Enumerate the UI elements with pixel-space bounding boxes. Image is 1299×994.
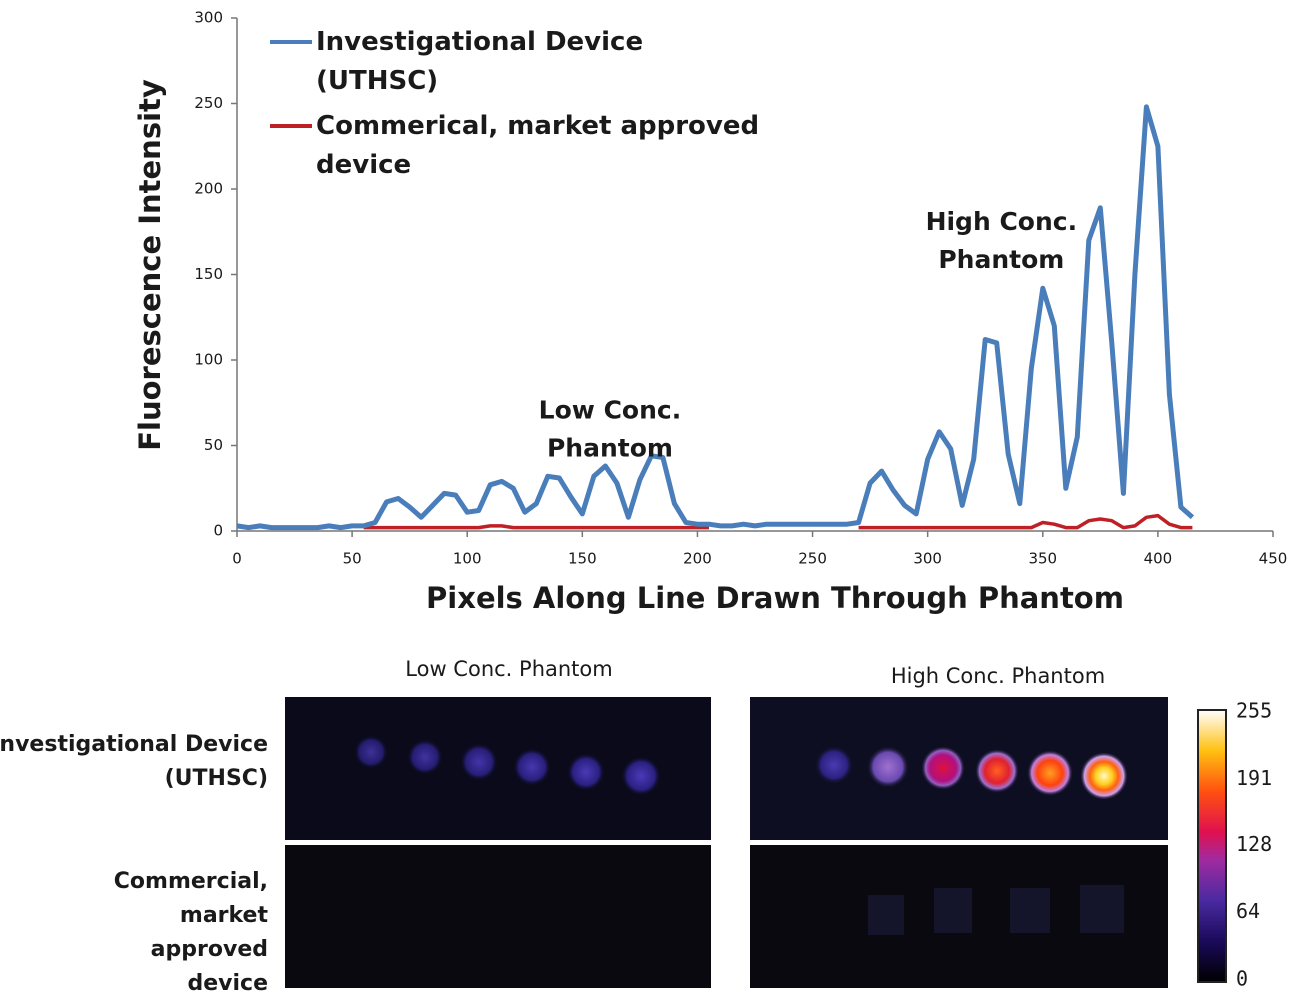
y-tick-label: 50 — [204, 436, 223, 454]
x-tick-label: 50 — [343, 550, 362, 568]
series-line — [236, 104, 1195, 531]
y-tick-label: 300 — [194, 9, 223, 27]
x-tick-label: 100 — [453, 550, 482, 568]
annotation: Low Conc. Phantom — [539, 395, 682, 462]
faint-spots — [868, 885, 1124, 935]
x-tick-label: 300 — [913, 550, 942, 568]
x-tick-label: 400 — [1144, 550, 1173, 568]
spots — [815, 746, 1128, 800]
colorbar — [1197, 709, 1227, 983]
spots — [354, 735, 661, 796]
x-tick-label: 350 — [1028, 550, 1057, 568]
legend-label: Investigational Device (UTHSC) — [316, 27, 643, 96]
chart: 0 50 100 150 200 250 300 0 50 100 150 200 250 300 350 4… — [133, 9, 1287, 616]
x-tick-label: 150 — [568, 550, 597, 568]
y-tick-label: 150 — [194, 265, 223, 283]
y-tick-label: 200 — [194, 180, 223, 198]
colorbar-label: 255 — [1236, 699, 1272, 723]
y-axis-title: Fluorescence Intensity — [133, 79, 167, 451]
colorbar-label: 191 — [1236, 766, 1272, 790]
x-tick-label: 450 — [1259, 550, 1288, 568]
x-tick-label: 0 — [232, 550, 242, 568]
annotation: High Conc. Phantom — [926, 207, 1078, 274]
image-low-commercial — [285, 845, 711, 988]
y-tick-label: 250 — [194, 94, 223, 112]
x-tick-label: 250 — [798, 550, 827, 568]
row-label: Commercial, market approved device — [114, 869, 269, 994]
colorbar-label: 64 — [1236, 899, 1260, 923]
colorbar-label: 128 — [1236, 832, 1272, 856]
image-panels: Low Conc. Phantom High Conc. Phantom Inves… — [0, 657, 1272, 994]
legend-label: Commerical, market approved device — [316, 111, 759, 180]
y-tick-label: 100 — [194, 351, 223, 369]
column-label: High Conc. Phantom — [891, 664, 1105, 688]
series-line — [363, 513, 1193, 530]
row-label: Investigational Device (UTHSC) — [0, 732, 268, 791]
x-axis-title: Pixels Along Line Drawn Through Phantom — [426, 581, 1124, 615]
column-label: Low Conc. Phantom — [405, 657, 612, 681]
colorbar-label: 0 — [1236, 967, 1248, 991]
x-tick-label: 200 — [683, 550, 712, 568]
y-tick-label: 0 — [213, 522, 223, 540]
